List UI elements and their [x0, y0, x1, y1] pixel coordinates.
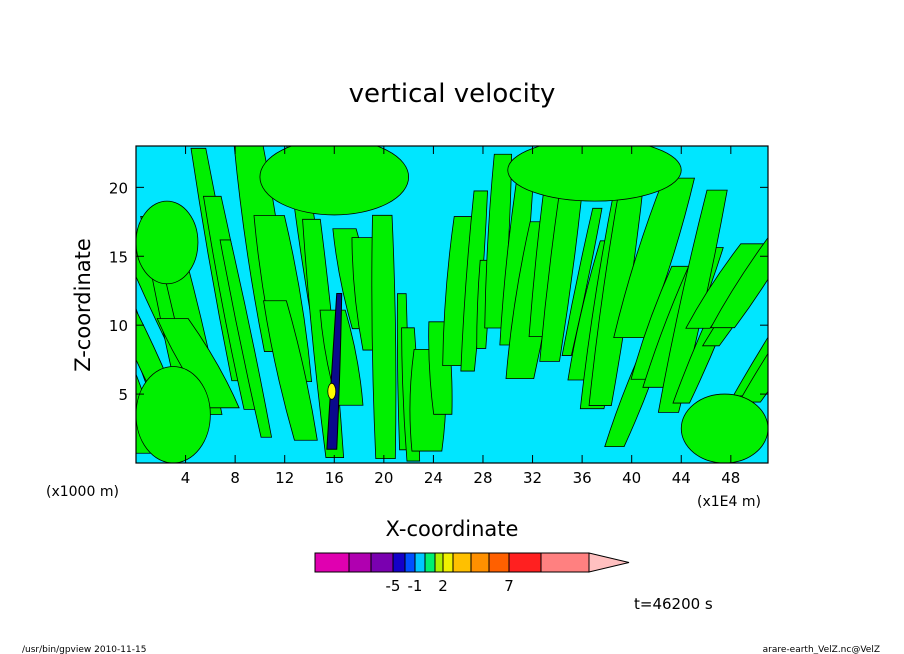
- positive-region: [136, 366, 211, 463]
- colorbar-segment: [488, 552, 510, 573]
- x-tick-label: 40: [622, 469, 641, 487]
- colorbar-segment: [434, 552, 444, 573]
- colorbar-segment: [452, 552, 472, 573]
- colorbar-segment: [414, 552, 426, 573]
- positive-band: [219, 239, 273, 438]
- colorbar-segment: [404, 552, 416, 573]
- x-tick-label: 28: [473, 469, 492, 487]
- y-tick-label: 5: [118, 386, 128, 404]
- time-label: t=46200 s: [634, 595, 713, 613]
- x-unit-left: (x1000 m): [46, 484, 119, 500]
- x-tick-label: 36: [573, 469, 592, 487]
- colorbar-label: 7: [504, 577, 514, 595]
- y-tick-label: 10: [109, 317, 128, 335]
- positive-band: [371, 214, 397, 460]
- x-tick-label: 20: [374, 469, 393, 487]
- x-tick-label: 4: [181, 469, 191, 487]
- x-tick-label: 48: [721, 469, 740, 487]
- plot-area: [135, 145, 769, 464]
- updraft-max: [327, 382, 337, 400]
- colorbar-segment: [470, 552, 490, 573]
- y-tick-label: 15: [109, 248, 128, 266]
- colorbar-label: -5: [386, 577, 401, 595]
- colorbar-segment: [442, 552, 454, 573]
- x-tick-label: 12: [275, 469, 294, 487]
- x-axis: 4 8 12 16 20 24 28 32 36 40 44 48: [181, 146, 740, 487]
- x-tick-label: 8: [230, 469, 240, 487]
- colorbar-segment: [370, 552, 394, 573]
- colorbar: -5 -1 2 7: [314, 552, 630, 595]
- positive-region: [680, 393, 768, 463]
- y-tick-label: 20: [109, 179, 128, 197]
- colorbar-label: -1: [408, 577, 423, 595]
- positive-region: [136, 200, 199, 285]
- x-tick-label: 32: [523, 469, 542, 487]
- x-tick-label: 24: [424, 469, 443, 487]
- positive-band: [732, 336, 768, 397]
- colorbar-arrow: [588, 552, 630, 573]
- colorbar-segment: [424, 552, 436, 573]
- colorbar-segment: [392, 552, 406, 573]
- footer-left: /usr/bin/gpview 2010-11-15: [22, 645, 146, 654]
- y-axis: 5 10 15 20: [109, 179, 768, 404]
- footer-right: arare-earth_VelZ.nc@VelZ: [763, 645, 880, 654]
- colorbar-label: 2: [438, 577, 448, 595]
- colorbar-segment: [540, 552, 590, 573]
- velocity-field: [136, 146, 768, 463]
- positive-band: [319, 309, 364, 406]
- x-unit-right: (x1E4 m): [697, 494, 761, 510]
- colorbar-segment: [508, 552, 542, 573]
- colorbar-segment: [314, 552, 350, 573]
- positive-region: [507, 146, 682, 202]
- positive-band: [263, 300, 318, 441]
- plot-frame: [135, 145, 769, 464]
- chart-title: vertical velocity: [349, 79, 556, 109]
- x-tick-label: 16: [325, 469, 344, 487]
- colorbar-segment: [348, 552, 372, 573]
- y-axis-label: Z-coordinate: [71, 238, 95, 372]
- positive-band: [738, 352, 768, 403]
- x-tick-label: 44: [672, 469, 691, 487]
- x-axis-label: X-coordinate: [386, 517, 519, 541]
- positive-region: [259, 146, 410, 216]
- positive-band: [710, 237, 768, 329]
